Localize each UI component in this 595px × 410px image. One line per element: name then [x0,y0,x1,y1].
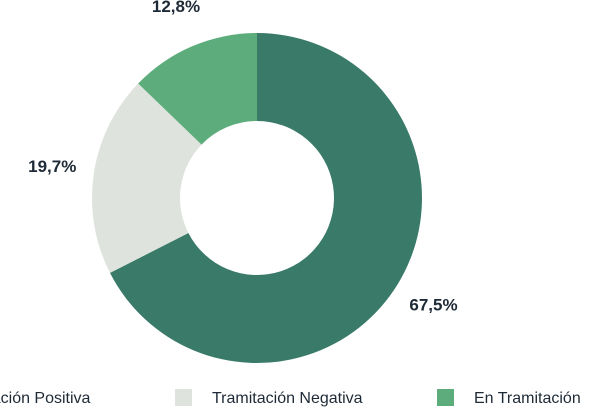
value-label: 19,7% [28,157,76,176]
donut-segment [109,33,422,363]
donut-segment [91,83,202,273]
value-label: 67,5% [409,296,457,315]
legend-label: Tramitación Negativa [212,390,363,407]
legend-marker [175,389,192,406]
value-label: 12,8% [152,0,200,16]
donut-segment [138,33,257,145]
legend-label: Tramitación Positiva [0,390,91,407]
legend-label: En Tramitación [474,390,581,407]
legend-marker [437,389,454,406]
